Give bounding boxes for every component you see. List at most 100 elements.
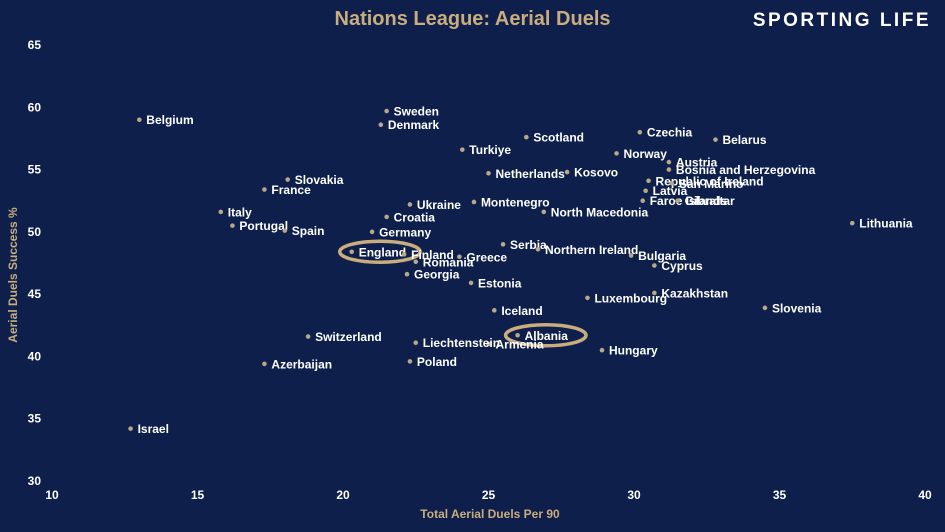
data-point-liechtenstein: Liechtenstein <box>413 336 500 350</box>
point-label: Israel <box>138 422 169 436</box>
data-point-faroe-islands: Faroe Islands <box>640 194 727 208</box>
y-tick-label: 55 <box>28 163 42 177</box>
x-tick-label: 40 <box>918 488 932 502</box>
point-label: Luxembourg <box>594 291 667 305</box>
x-tick-label: 35 <box>773 488 787 502</box>
point-label: Czechia <box>647 126 693 140</box>
point-label: Romania <box>423 255 474 269</box>
point-marker <box>471 199 477 205</box>
point-marker <box>413 259 419 265</box>
point-label: England <box>359 245 406 259</box>
point-label: Albania <box>525 329 569 343</box>
point-marker <box>640 198 646 204</box>
point-label: Norway <box>624 147 668 161</box>
data-point-north-macedonia: North Macedonia <box>541 205 648 219</box>
data-point-kazakhstan: Kazakhstan <box>652 286 728 300</box>
point-label: Slovakia <box>295 173 344 187</box>
point-marker <box>652 290 657 296</box>
highlight-ellipse <box>337 239 422 265</box>
data-point-france: France <box>262 183 311 197</box>
data-point-cyprus: Cyprus <box>652 259 703 273</box>
point-label: Iceland <box>501 304 542 318</box>
x-tick-label: 15 <box>191 488 205 502</box>
point-marker <box>500 242 506 247</box>
point-label: Republic of Ireland <box>656 174 764 188</box>
data-point-latvia: Latvia <box>643 184 688 198</box>
point-marker <box>713 137 718 142</box>
x-axis-title: Total Aerial Duels Per 90 <box>420 507 560 521</box>
point-marker <box>384 214 389 220</box>
data-point-finland: Finland <box>401 248 454 262</box>
data-point-slovenia: Slovenia <box>762 301 822 315</box>
point-marker <box>643 188 648 194</box>
data-point-bulgaria: Bulgaria <box>628 249 686 263</box>
point-label: Croatia <box>394 210 436 224</box>
data-point-montenegro: Montenegro <box>471 195 550 209</box>
point-label: Belarus <box>722 133 766 147</box>
highlight-ellipses <box>337 239 588 348</box>
y-tick-label: 35 <box>28 412 42 426</box>
point-marker <box>628 253 634 258</box>
data-point-austria: Austria <box>666 156 718 170</box>
point-label: Portugal <box>239 219 288 233</box>
point-label: Northern Ireland <box>545 243 638 257</box>
point-marker <box>646 178 651 184</box>
point-marker <box>486 341 491 347</box>
point-marker <box>413 340 419 346</box>
point-marker <box>666 159 672 165</box>
point-marker <box>666 167 672 172</box>
point-marker <box>407 359 413 364</box>
x-tick-label: 25 <box>482 488 496 502</box>
data-point-croatia: Croatia <box>384 210 435 224</box>
data-point-scotland: Scotland <box>524 131 584 145</box>
point-marker <box>669 180 675 186</box>
point-label: Poland <box>417 355 457 369</box>
point-marker <box>585 295 590 301</box>
point-label: Bulgaria <box>638 249 686 263</box>
point-marker <box>486 171 491 176</box>
y-axis-title: Aerial Duels Success % <box>6 207 20 343</box>
point-label: Belgium <box>146 113 193 127</box>
data-point-czechia: Czechia <box>637 126 693 140</box>
data-point-sweden: Sweden <box>384 105 439 119</box>
point-label: San Marino <box>679 177 744 191</box>
point-marker <box>468 280 474 286</box>
data-point-switzerland: Switzerland <box>305 330 382 344</box>
x-axis: 10 15 20 25 30 35 40 <box>45 488 932 502</box>
data-point-germany: Germany <box>369 225 431 239</box>
data-point-england: England <box>349 245 406 259</box>
data-point-luxembourg: Luxembourg <box>585 291 667 305</box>
point-label: Gibraltar <box>685 194 735 208</box>
point-marker <box>230 223 235 228</box>
point-label: Denmark <box>388 118 440 132</box>
data-point-turkiye: Turkiye <box>460 143 511 157</box>
point-marker <box>262 361 267 367</box>
data-point-portugal: Portugal <box>230 219 288 233</box>
point-label: Netherlands <box>496 167 566 181</box>
point-label: Lithuania <box>859 217 913 231</box>
data-point-hungary: Hungary <box>599 344 658 358</box>
highlight-ellipse <box>503 323 588 348</box>
point-marker <box>541 209 547 215</box>
data-point-ukraine: Ukraine <box>407 198 461 212</box>
point-marker <box>218 209 224 215</box>
data-point-italy: Italy <box>218 205 252 219</box>
point-marker <box>599 347 605 353</box>
point-marker <box>762 305 768 311</box>
point-label: Ukraine <box>417 198 461 212</box>
point-label: Spain <box>292 224 325 238</box>
point-label: Bosnia and Herzegovina <box>676 163 816 177</box>
point-marker <box>262 187 267 192</box>
data-point-netherlands: Netherlands <box>486 167 565 181</box>
point-label: Turkiye <box>469 143 511 157</box>
x-tick-label: 10 <box>45 488 59 502</box>
point-label: Switzerland <box>315 330 382 344</box>
point-label: Cyprus <box>661 259 703 273</box>
point-marker <box>305 334 311 339</box>
point-marker <box>614 151 619 156</box>
point-marker <box>849 220 855 226</box>
y-tick-label: 60 <box>28 100 42 114</box>
data-point-bosnia-and-herzegovina: Bosnia and Herzegovina <box>666 163 816 177</box>
point-label: Armenia <box>496 337 544 351</box>
point-label: Faroe Islands <box>650 194 728 208</box>
